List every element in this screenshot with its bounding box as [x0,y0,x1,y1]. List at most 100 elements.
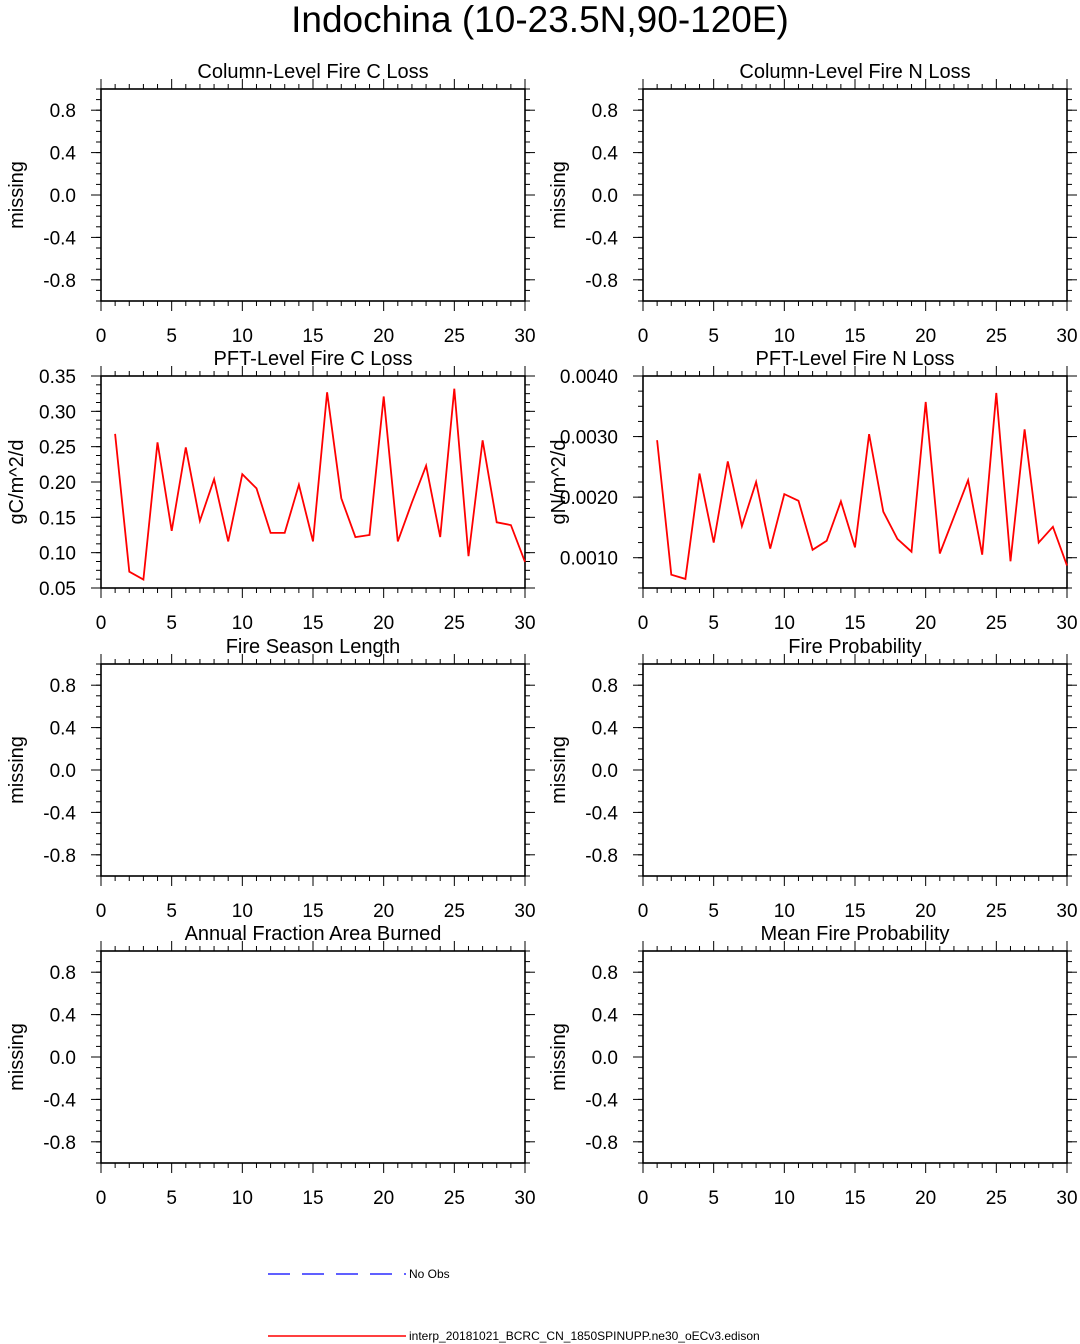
chart-panel-8: Mean Fire Probability missing 0 5 10 15 20 25 30… [548,923,1078,1209]
x-tick-label: 30 [514,613,535,634]
x-tick-label: 15 [844,326,865,347]
x-tick-label: 5 [166,901,177,922]
y-axis-label: missing [548,161,570,229]
y-tick-label: -0.8 [43,846,76,867]
y-axis-label: missing [548,1023,570,1091]
x-tick-label: 10 [232,613,253,634]
x-tick-label: 25 [986,326,1007,347]
x-tick-label: 30 [1056,901,1077,922]
y-tick-label: 0.4 [50,1006,77,1027]
y-tick-label: 0.8 [592,101,618,122]
chart-panel-7: Annual Fraction Area Burned missing 0 5 10 15… [6,923,536,1209]
y-tick-label: 0.0 [592,1048,618,1069]
axis-ticks [91,941,535,1173]
x-tick-label: 5 [166,326,177,347]
y-tick-label: -0.4 [43,228,76,249]
y-tick-label: 0.8 [592,676,618,697]
page-title: Indochina (10-23.5N,90-120E) [291,0,789,40]
y-tick-label: -0.8 [43,1133,76,1154]
y-axis-label: missing [6,161,28,229]
chart-panel-4: PFT-Level Fire N Loss gN/m^2/d 0 5 10 15 20 25 3… [548,348,1078,634]
chart-panel-2: Column-Level Fire N Loss missing 0 5 10 15 20 2… [548,61,1078,347]
y-tick-label: -0.4 [585,1090,618,1111]
plot-frame [642,663,1068,877]
legend-model-label: interp_20181021_BCRC_CN_1850SPINUPP.ne30… [409,1329,760,1343]
y-tick-label: 0.0 [592,186,618,207]
y-tick-label: 0.4 [50,144,77,165]
x-tick-label: 0 [638,326,649,347]
x-tick-label: 15 [302,326,323,347]
x-tick-label: 5 [166,1188,177,1209]
x-tick-label: 30 [1056,1188,1077,1209]
y-tick-label: 0.0030 [560,428,618,449]
plot-frame [642,375,1068,589]
y-tick-label: 0.4 [592,1006,619,1027]
axis-ticks [91,366,535,598]
y-tick-label: 0.4 [50,719,77,740]
x-tick-label: 0 [96,901,107,922]
x-tick-label: 30 [514,326,535,347]
x-tick-label: 10 [774,1188,795,1209]
axis-ticks [91,654,535,886]
y-axis-label: missing [6,736,28,804]
y-tick-label: 0.4 [592,144,619,165]
y-tick-label: 0.15 [39,508,76,529]
x-tick-label: 15 [302,901,323,922]
x-tick-label: 25 [986,613,1007,634]
x-tick-label: 0 [96,613,107,634]
x-tick-label: 25 [444,326,465,347]
axis-ticks [633,654,1077,886]
x-tick-label: 10 [774,613,795,634]
axis-ticks [633,941,1077,1173]
x-tick-label: 0 [638,1188,649,1209]
x-tick-label: 10 [232,326,253,347]
axis-ticks [633,79,1077,311]
axis-ticks [633,366,1077,598]
x-tick-label: 20 [373,613,394,634]
x-tick-label: 25 [986,901,1007,922]
chart-title: Annual Fraction Area Burned [185,923,442,945]
x-tick-label: 0 [96,326,107,347]
x-tick-label: 30 [514,1188,535,1209]
chart-panel-6: Fire Probability missing 0 5 10 15 20 25 30 0.8 0.… [548,636,1078,922]
y-tick-label: -0.4 [585,228,618,249]
x-tick-label: 5 [708,1188,719,1209]
legend-obs-label: No Obs [409,1267,450,1281]
x-tick-label: 10 [232,1188,253,1209]
y-tick-label: 0.0040 [560,367,618,388]
y-tick-label: 0.0 [50,186,76,207]
y-axis-label: missing [548,736,570,804]
y-tick-label: 0.8 [592,963,618,984]
plot-frame [100,375,526,589]
y-tick-label: 0.35 [39,367,76,388]
series-line [114,388,526,581]
x-tick-label: 30 [1056,326,1077,347]
y-tick-label: -0.4 [43,803,76,824]
y-tick-label: 0.0 [50,1048,76,1069]
panels: Column-Level Fire C Loss missing 0 5 10 15 20 2… [6,61,1078,1209]
x-tick-label: 20 [373,326,394,347]
x-tick-label: 25 [444,1188,465,1209]
x-tick-label: 5 [708,326,719,347]
x-tick-label: 15 [302,1188,323,1209]
y-tick-label: -0.4 [43,1090,76,1111]
x-tick-label: 10 [232,901,253,922]
x-tick-label: 20 [373,901,394,922]
series-line [656,392,1068,581]
plot-frame [100,88,526,302]
y-tick-label: 0.20 [39,473,76,494]
x-tick-label: 25 [444,613,465,634]
y-axis-label: gC/m^2/d [6,440,28,525]
chart-title: PFT-Level Fire N Loss [756,348,955,370]
chart-title: Column-Level Fire N Loss [739,61,970,83]
chart-title: Column-Level Fire C Loss [197,61,428,83]
y-tick-label: 0.0020 [560,488,618,509]
axis-ticks [91,79,535,311]
y-tick-label: -0.8 [585,1133,618,1154]
x-tick-label: 15 [302,613,323,634]
chart-title: PFT-Level Fire C Loss [214,348,413,370]
chart-panel-1: Column-Level Fire C Loss missing 0 5 10 15 20 2… [6,61,536,347]
chart-title: Fire Probability [788,636,921,658]
x-tick-label: 15 [844,613,865,634]
